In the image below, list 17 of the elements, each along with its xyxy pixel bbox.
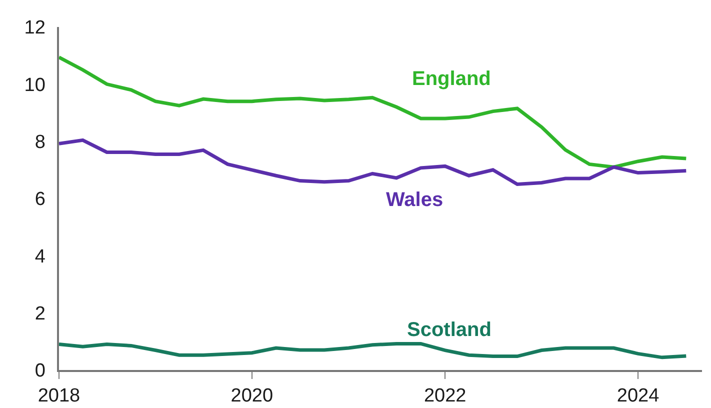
y-tick-label: 6 (34, 189, 46, 210)
y-tick-label: 2 (34, 303, 46, 324)
series-label: Wales (386, 189, 444, 211)
y-tick-label: 10 (24, 74, 46, 96)
line-series (59, 342, 688, 360)
series-label: England (412, 68, 491, 90)
y-tick-label: 12 (24, 18, 46, 39)
x-tick-label: 2020 (230, 386, 274, 407)
y-tick-label: 0 (34, 360, 46, 382)
series-label: Scotland (407, 319, 492, 341)
y-tick-label: 4 (34, 246, 46, 268)
x-tick-label: 2022 (424, 386, 466, 407)
y-tick-label: 8 (34, 132, 46, 153)
x-tick-label: 2024 (616, 386, 660, 407)
line-series (59, 56, 688, 169)
x-tick-label: 2018 (38, 386, 80, 407)
line-series (59, 138, 688, 186)
